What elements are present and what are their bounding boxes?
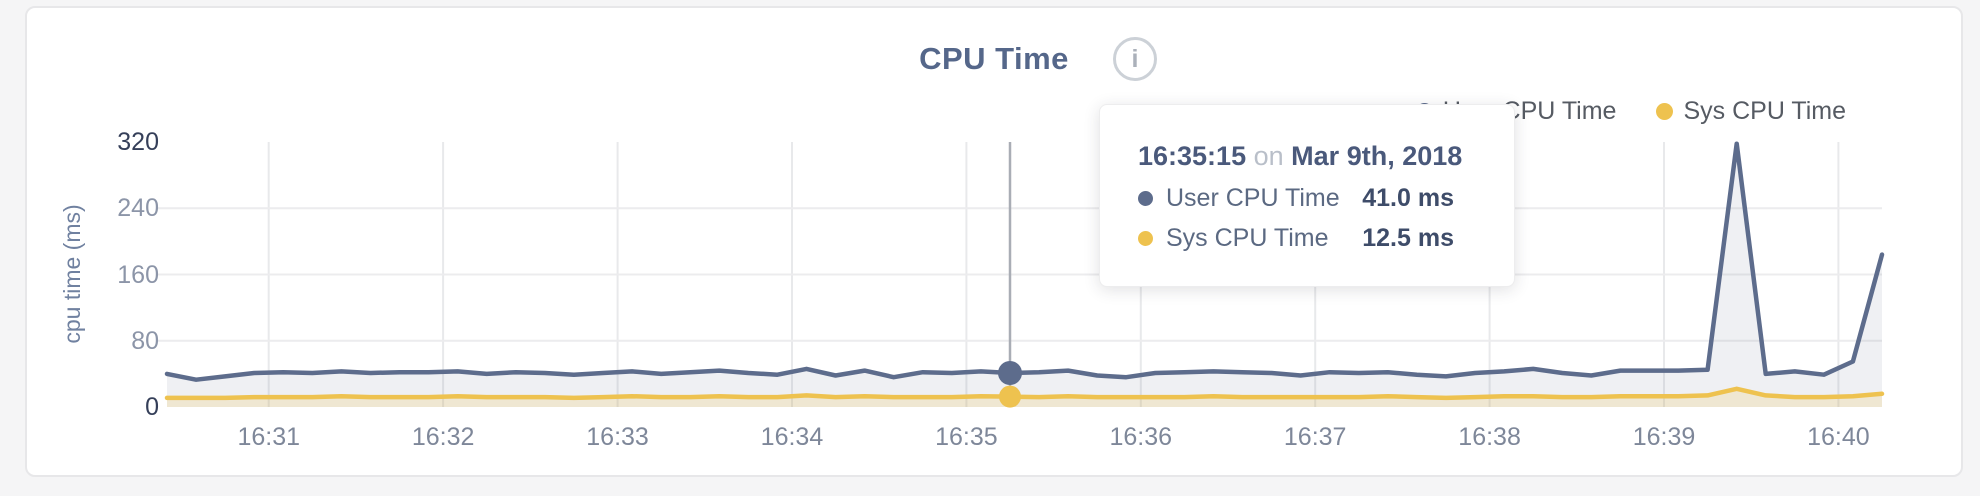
x-tick-label: 16:31 xyxy=(237,423,301,451)
y-tick-label: 320 xyxy=(117,128,159,156)
sys-series-dot-icon xyxy=(1656,103,1674,120)
x-tick-label: 16:37 xyxy=(1283,423,1347,451)
y-tick-label: 240 xyxy=(117,194,159,223)
tooltip-series-value: 12.5 ms xyxy=(1362,223,1454,252)
cpu-time-chart[interactable] xyxy=(158,141,1885,408)
tooltip-on-word: on xyxy=(1253,141,1284,171)
x-tick-label: 16:38 xyxy=(1458,423,1521,451)
y-tick-label: 80 xyxy=(131,326,159,355)
x-tick-label: 16:33 xyxy=(586,423,649,451)
series-line-0 xyxy=(164,141,1885,382)
info-icon[interactable]: i xyxy=(1113,37,1157,81)
x-tick-label: 16:39 xyxy=(1632,423,1696,451)
page-title: CPU Time xyxy=(919,41,1069,76)
selected-point-0[interactable] xyxy=(998,361,1022,385)
tooltip-series-label: User CPU Time xyxy=(1166,183,1340,212)
legend-label: Sys CPU Time xyxy=(1683,97,1846,125)
series-area-0 xyxy=(167,143,1882,407)
x-tick-label: 16:35 xyxy=(935,423,998,451)
tooltip-series-label: Sys CPU Time xyxy=(1166,223,1329,252)
hover-tooltip: 16:35:15 on Mar 9th, 2018 User CPU Time … xyxy=(1099,104,1515,287)
series-line-1 xyxy=(164,386,1885,401)
y-tick-label: 0 xyxy=(145,393,159,421)
y-tick-label: 160 xyxy=(117,260,159,289)
tooltip-timestamp: 16:35:15 on Mar 9th, 2018 xyxy=(1138,135,1462,177)
x-tick-label: 16:32 xyxy=(411,423,475,451)
tooltip-row-sys: Sys CPU Time 12.5 ms xyxy=(1138,219,1454,257)
x-tick-label: 16:40 xyxy=(1807,423,1870,451)
tooltip-date: Mar 9th, 2018 xyxy=(1291,141,1463,171)
tooltip-row-user: User CPU Time 41.0 ms xyxy=(1138,179,1454,217)
sys-series-dot-icon xyxy=(1138,230,1153,246)
cpu-time-card: CPU Time i User CPU Time Sys CPU Time cp… xyxy=(25,6,1963,477)
legend-item-sys-cpu-time[interactable]: Sys CPU Time xyxy=(1656,97,1846,126)
user-series-dot-icon xyxy=(1138,190,1153,206)
tooltip-time: 16:35:15 xyxy=(1138,141,1247,171)
x-tick-label: 16:36 xyxy=(1109,423,1173,451)
card-header: CPU Time i xyxy=(27,37,1961,81)
selected-point-1[interactable] xyxy=(999,385,1021,408)
tooltip-series-value: 41.0 ms xyxy=(1362,183,1454,212)
x-tick-label: 16:34 xyxy=(760,423,824,451)
